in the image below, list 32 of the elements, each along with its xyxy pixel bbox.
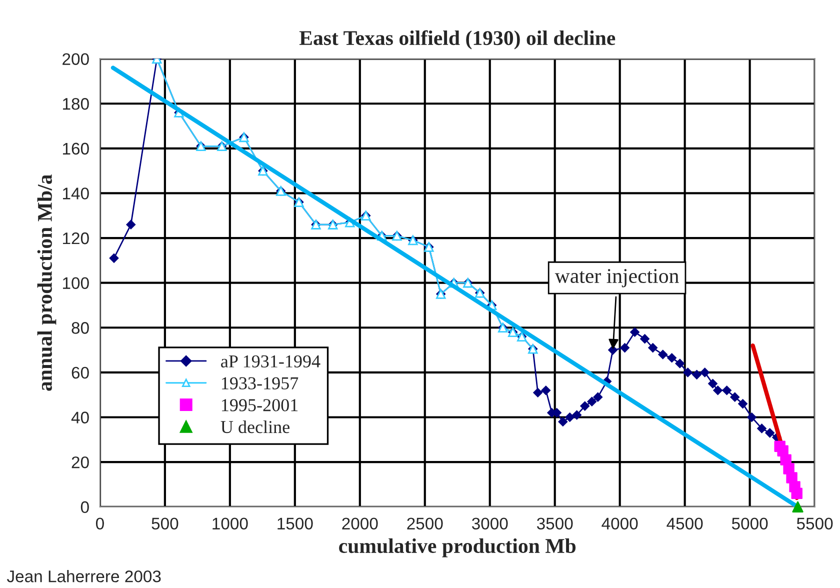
y-tick-label: 140 <box>63 188 89 200</box>
legend-label: U decline <box>220 420 290 434</box>
y-axis-title: annual production Mb/a <box>37 174 56 391</box>
x-tick-label: 3000 <box>472 518 508 530</box>
chart-title: East Texas oilfield (1930) oil decline <box>299 30 616 50</box>
y-tick-label: 60 <box>72 366 89 379</box>
x-tick-label: 3500 <box>536 518 573 530</box>
y-tick-label: 80 <box>72 322 89 334</box>
x-tick-label: 1000 <box>212 518 248 530</box>
annotation: water injection <box>554 269 679 288</box>
y-tick-label: 120 <box>63 232 89 244</box>
x-tick-label: 2000 <box>342 518 378 530</box>
text: Jean Laherrere 2003 <box>6 570 161 582</box>
y-tick-label: 160 <box>63 142 89 155</box>
y-tick-label: 100 <box>63 277 89 290</box>
x-tick-label: 5500 <box>796 518 833 530</box>
legend-label: 1995-2001 <box>222 399 298 412</box>
legend-label: aP 1931-1994 <box>221 355 320 368</box>
y-tick-label: 180 <box>63 98 89 110</box>
y-tick-label: 40 <box>71 412 89 424</box>
y-tick-label: 20 <box>72 456 89 468</box>
x-axis-title: cumulative production Mb <box>339 538 576 558</box>
x-tick-label: 2500 <box>407 518 443 530</box>
x-tick-label: 5000 <box>732 518 768 530</box>
legend-label: 1933-1957 <box>222 377 298 390</box>
x-tick-label: 1500 <box>278 518 313 530</box>
x-tick-label: 4500 <box>666 518 703 530</box>
x-tick-label: 500 <box>152 518 178 530</box>
y-tick-label: 200 <box>62 53 89 66</box>
y-tick-label: 0 <box>80 501 89 514</box>
x-tick-label: 4000 <box>602 518 638 530</box>
x-tick-label: 0 <box>96 518 104 530</box>
